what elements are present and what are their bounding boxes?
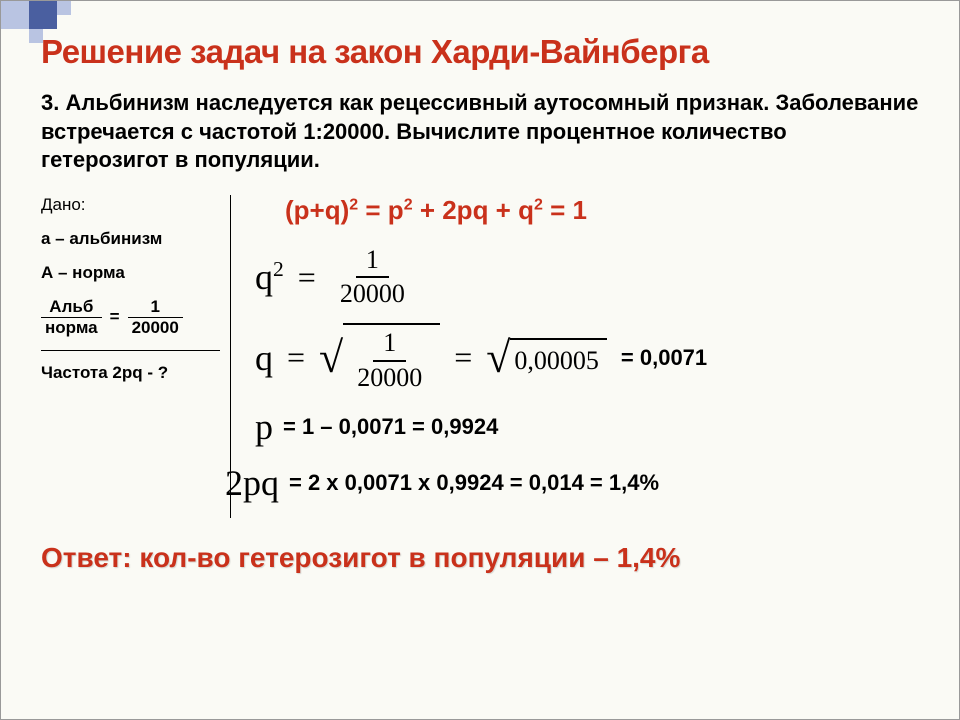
deco-square xyxy=(29,1,57,29)
sqrt-frac-den: 20000 xyxy=(347,362,432,393)
p-line: p = 1 – 0,0071 = 0,9924 xyxy=(255,406,919,448)
q2-frac-num: 1 xyxy=(356,246,389,279)
solution-block: (p+q)2 = p2 + 2pq + q2 = 1 q2 = 1 20000 … xyxy=(231,195,919,518)
given-a: а – альбинизм xyxy=(41,229,220,249)
given-A: А – норма xyxy=(41,263,220,283)
given-header: Дано: xyxy=(41,195,220,215)
ratio-left-num: Альб xyxy=(41,297,102,318)
q2-fraction: 1 20000 xyxy=(330,246,415,309)
deco-square xyxy=(1,1,29,29)
ratio-left-frac: Альб норма xyxy=(41,297,102,338)
eq-sign-3: = xyxy=(454,339,472,376)
ratio-right-num: 1 xyxy=(128,297,183,318)
q-squared-line: q2 = 1 20000 xyxy=(255,246,919,309)
sqrt-body-frac: 1 20000 xyxy=(343,323,440,392)
eq-sign-2: = xyxy=(287,339,305,376)
given-ratio: Альб норма = 1 20000 xyxy=(41,297,220,351)
slide-content: Решение задач на закон Харди-Вайнберга 3… xyxy=(1,1,959,574)
deco-square xyxy=(57,1,71,15)
sqrt-fraction: √ 1 20000 xyxy=(319,323,440,392)
problem-statement: 3. Альбинизм наследуется как рецессивный… xyxy=(41,89,919,175)
answer-label: Ответ: xyxy=(41,542,132,573)
answer-line: Ответ: кол-во гетерозигот в популяции – … xyxy=(41,542,919,574)
var-2pq: 2pq xyxy=(225,462,279,504)
two-pq-text: = 2 х 0,0071 х 0,9924 = 0,014 = 1,4% xyxy=(289,470,659,496)
sqrt-decimal: √ 0,00005 xyxy=(486,338,607,378)
deco-square xyxy=(29,29,43,43)
given-block: Дано: а – альбинизм А – норма Альб норма… xyxy=(41,195,231,518)
var-p: p xyxy=(255,406,273,448)
hardy-weinberg-formula: (p+q)2 = p2 + 2pq + q2 = 1 xyxy=(285,195,919,226)
q2-frac-den: 20000 xyxy=(330,278,415,309)
two-pq-line: 2pq = 2 х 0,0071 х 0,9924 = 0,014 = 1,4% xyxy=(225,462,919,504)
q-result: = 0,0071 xyxy=(621,345,707,371)
sqrt-frac-num: 1 xyxy=(373,329,406,362)
slide-title: Решение задач на закон Харди-Вайнберга xyxy=(41,33,919,71)
ratio-left-den: норма xyxy=(41,318,102,338)
work-area: Дано: а – альбинизм А – норма Альб норма… xyxy=(41,195,919,518)
given-question: Частота 2pq - ? xyxy=(41,363,220,383)
eq-sign: = xyxy=(298,259,316,296)
ratio-eq: = xyxy=(110,307,120,327)
radical-icon: √ xyxy=(319,323,343,392)
var-q: q xyxy=(255,337,273,379)
answer-text: кол-во гетерозигот в популяции – 1,4% xyxy=(132,542,681,573)
ratio-right-frac: 1 20000 xyxy=(128,297,183,338)
p-text: = 1 – 0,0071 = 0,9924 xyxy=(283,414,498,440)
sqrt-radicand-2: 0,00005 xyxy=(510,338,607,378)
var-q2: q2 xyxy=(255,256,284,298)
q-line: q = √ 1 20000 = √ 0,00005 = 0,0071 xyxy=(255,323,919,392)
radical-icon-2: √ xyxy=(486,338,510,378)
ratio-right-den: 20000 xyxy=(128,318,183,338)
